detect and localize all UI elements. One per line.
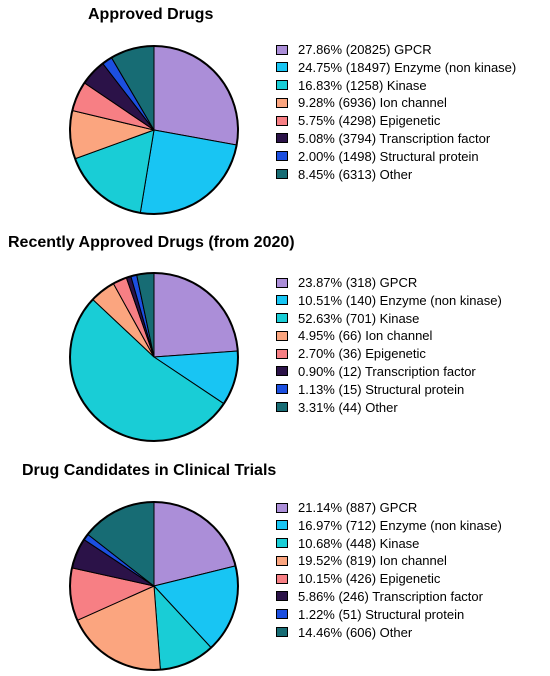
legend-label: 9.28% (6936) Ion channel [298, 95, 447, 111]
legend-swatch [276, 295, 288, 306]
legend-label: 52.63% (701) Kinase [298, 310, 420, 326]
legend-label: 3.31% (44) Other [298, 399, 398, 415]
pie-slice-enzyme-non-kinase [139, 129, 238, 215]
legend-label: 1.22% (51) Structural protein [298, 606, 465, 622]
legend-label: 5.08% (3794) Transcription factor [298, 130, 491, 146]
legend-swatch [276, 627, 288, 638]
legend-label: 16.97% (712) Enzyme (non kinase) [298, 517, 502, 533]
legend-swatch [276, 555, 288, 566]
legend-label: 23.87% (318) GPCR [298, 275, 418, 290]
legend-swatch [276, 609, 288, 620]
legend-label: 2.70% (36) Epigenetic [298, 346, 426, 362]
legend-swatch [276, 330, 288, 341]
pie-slice-gpcr [153, 272, 239, 358]
legend-swatch [276, 384, 288, 395]
legend-swatch [276, 151, 288, 162]
legend-swatch [276, 97, 288, 108]
legend-swatch [276, 402, 288, 413]
legend-label: 8.45% (6313) Other [298, 166, 413, 182]
legend-label: 19.52% (819) Ion channel [298, 553, 447, 569]
legend-swatch [276, 169, 288, 180]
chart-title: Recently Approved Drugs (from 2020) [8, 234, 295, 251]
legend-swatch [276, 62, 288, 73]
chart-panel-approved: Approved Drugs 27.86% (20825) GPCR 24.75%… [0, 0, 550, 225]
legend-label: 4.95% (66) Ion channel [298, 328, 433, 344]
pie-chart [69, 501, 239, 671]
legend-swatch [276, 348, 288, 359]
legend-label: 16.83% (1258) Kinase [298, 77, 427, 93]
pie-outline [69, 272, 239, 442]
legend-label: 2.00% (1498) Structural protein [298, 148, 479, 164]
pie-slice-gpcr [153, 45, 239, 146]
legend-swatch [276, 133, 288, 144]
legend-label: 1.13% (15) Structural protein [298, 381, 465, 397]
legend-swatch [276, 313, 288, 324]
legend-swatch [276, 366, 288, 377]
legend-label: 5.75% (4298) Epigenetic [298, 113, 441, 129]
legend-label: 24.75% (18497) Enzyme (non kinase) [298, 59, 517, 75]
legend-swatch [276, 115, 288, 126]
chart-title: Drug Candidates in Clinical Trials [22, 462, 277, 479]
legend-swatch [276, 591, 288, 602]
legend-label: 10.15% (426) Epigenetic [298, 571, 441, 587]
legend-label: 14.46% (606) Other [298, 624, 413, 640]
legend-label: 21.14% (887) GPCR [298, 500, 418, 515]
chart-title: Approved Drugs [88, 6, 214, 23]
legend-swatch [276, 80, 288, 91]
chart-panel-clinical: Drug Candidates in Clinical Trials 21.14… [0, 450, 550, 674]
legend-swatch [276, 573, 288, 584]
pie-outline [69, 501, 239, 671]
pie-chart [69, 45, 239, 215]
chart-panel-recent: Recently Approved Drugs (from 2020) 23.8… [0, 225, 550, 450]
legend-swatch [276, 502, 288, 513]
legend-label: 27.86% (20825) GPCR [298, 42, 432, 57]
legend-label: 5.86% (246) Transcription factor [298, 588, 483, 604]
legend-swatch [276, 538, 288, 549]
legend-label: 0.90% (12) Transcription factor [298, 363, 476, 379]
legend-swatch [276, 277, 288, 288]
legend-label: 10.68% (448) Kinase [298, 535, 420, 551]
legend-swatch [276, 520, 288, 531]
legend-label: 10.51% (140) Enzyme (non kinase) [298, 292, 502, 308]
pie-outline [69, 45, 239, 215]
pie-chart [69, 272, 239, 442]
legend-swatch [276, 44, 288, 55]
